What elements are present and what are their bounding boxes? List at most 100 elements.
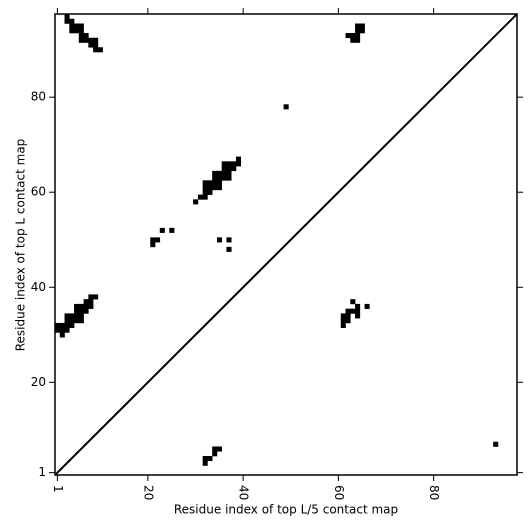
contact-cell: [78, 28, 84, 34]
contact-cell: [155, 237, 161, 243]
contact-cell: [169, 227, 175, 233]
contact-cell: [355, 23, 361, 29]
contact-cell: [355, 308, 361, 314]
contact-cell: [78, 33, 84, 39]
contact-cell: [78, 37, 84, 43]
contact-cell: [83, 33, 89, 39]
contact-cell: [74, 28, 80, 34]
x-axis-title: Residue index of top L/5 contact map: [174, 503, 398, 517]
contact-cell: [355, 37, 361, 43]
contact-cell: [55, 322, 61, 328]
contact-cell: [231, 161, 237, 167]
contact-cell: [235, 161, 242, 167]
contact-cell: [93, 47, 99, 53]
contact-cell: [64, 322, 70, 328]
contact-cell: [88, 303, 94, 309]
contact-cell: [340, 322, 346, 328]
contact-cell: [59, 322, 65, 328]
contact-cell: [340, 318, 346, 324]
contact-cell: [345, 33, 351, 39]
contact-cell: [83, 308, 89, 314]
contact-cell: [69, 18, 75, 24]
contact-cell: [350, 299, 356, 305]
contact-cell: [202, 455, 208, 462]
contact-cell: [64, 14, 70, 20]
contact-cell: [78, 313, 84, 319]
contact-cell: [83, 299, 89, 305]
contact-cell: [74, 313, 80, 319]
y-tick-label: 60: [31, 185, 46, 199]
contact-cell: [350, 37, 356, 43]
contact-cell: [350, 308, 356, 314]
contact-cell: [359, 28, 365, 34]
x-tick-label: 80: [427, 485, 441, 500]
y-tick-label: 20: [31, 375, 46, 389]
contact-cell: [221, 161, 227, 167]
contact-cell: [64, 313, 70, 319]
contact-cell: [64, 318, 70, 324]
contact-cell: [216, 237, 223, 243]
contact-cell: [88, 294, 94, 300]
contact-cell: [221, 166, 227, 172]
contact-cell: [55, 327, 61, 333]
contact-cell: [202, 185, 208, 191]
contact-cell: [197, 194, 203, 200]
contact-cell: [74, 303, 80, 309]
contact-cell: [64, 327, 70, 333]
contact-cell: [69, 313, 75, 319]
x-tick-label: 20: [141, 485, 155, 500]
contact-cell: [69, 318, 75, 324]
plot-frame: [54, 13, 518, 476]
contact-cell: [364, 303, 370, 309]
contact-cell: [216, 185, 223, 191]
contact-cell: [345, 318, 351, 324]
contact-cell: [193, 199, 199, 205]
x-tick-label: 60: [332, 485, 346, 500]
contact-cell: [212, 180, 218, 186]
contact-cell: [59, 327, 65, 333]
contact-cell: [340, 313, 346, 319]
contact-cell: [226, 170, 232, 176]
contact-cell: [355, 303, 361, 309]
contact-cell: [212, 170, 218, 176]
contact-cell: [212, 175, 218, 181]
contact-cell: [493, 441, 499, 447]
contact-cell: [64, 18, 70, 24]
contact-cell: [207, 189, 213, 195]
x-tick-label: 40: [237, 485, 251, 500]
contact-cell: [93, 37, 99, 43]
contact-cell: [283, 104, 289, 110]
contact-cell: [345, 313, 351, 319]
contact-cell: [202, 194, 208, 200]
y-axis-title: Residue index of top L contact map: [14, 139, 28, 352]
contact-cell: [88, 299, 94, 305]
contact-cell: [226, 175, 232, 181]
contact-cell: [88, 42, 94, 48]
contact-cell: [78, 23, 84, 29]
contact-cell: [226, 237, 232, 243]
contact-cell: [235, 156, 242, 162]
contact-cell: [226, 161, 232, 167]
contact-cell: [69, 23, 75, 29]
contact-cell: [78, 308, 84, 314]
contact-cell: [207, 185, 213, 191]
contact-cell: [216, 175, 223, 181]
contact-cell: [355, 313, 361, 319]
y-tick-label: 1: [38, 465, 46, 479]
contact-cell: [221, 170, 227, 176]
contact-cell: [231, 166, 237, 172]
contact-cell: [93, 42, 99, 48]
contact-cell: [226, 166, 232, 172]
y-tick-label: 40: [31, 280, 46, 294]
contact-cell: [97, 47, 103, 53]
contact-cell: [212, 446, 218, 452]
contact-cell: [202, 189, 208, 195]
contact-cell: [159, 227, 165, 233]
contact-cell: [355, 28, 361, 34]
contact-cell: [74, 308, 80, 314]
contact-cell: [69, 322, 75, 328]
contact-cell: [78, 303, 84, 309]
contact-cell: [216, 170, 223, 176]
diagonal: [54, 13, 518, 476]
